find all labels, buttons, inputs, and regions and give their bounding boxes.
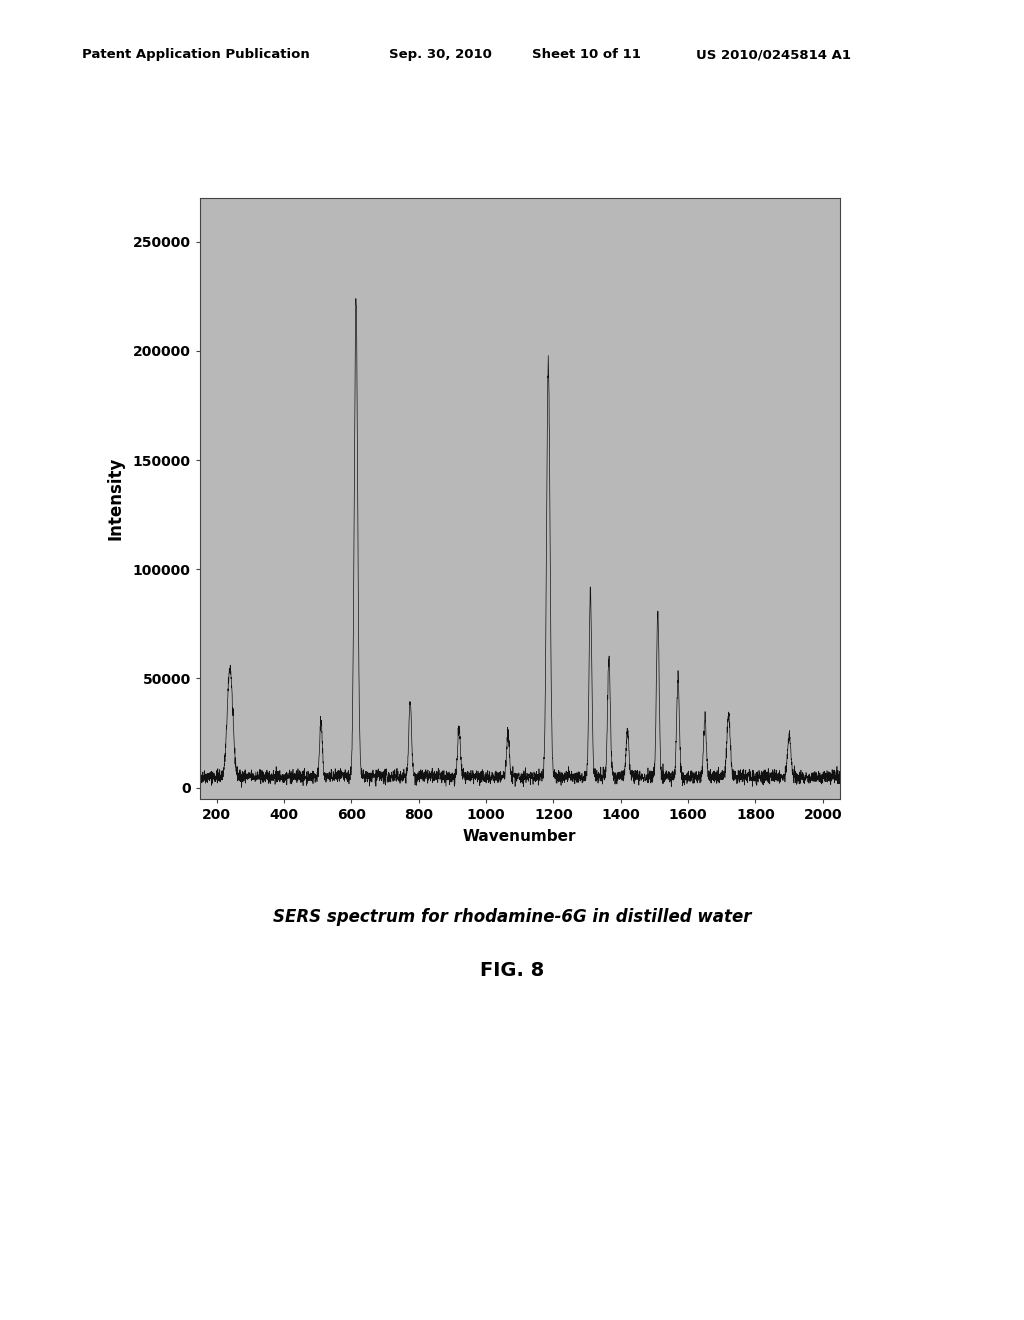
Text: Sep. 30, 2010: Sep. 30, 2010	[389, 48, 492, 61]
Text: US 2010/0245814 A1: US 2010/0245814 A1	[696, 48, 851, 61]
X-axis label: Wavenumber: Wavenumber	[463, 829, 577, 843]
Text: SERS spectrum for rhodamine-6G in distilled water: SERS spectrum for rhodamine-6G in distil…	[272, 908, 752, 927]
Y-axis label: Intensity: Intensity	[106, 457, 124, 540]
Text: FIG. 8: FIG. 8	[480, 961, 544, 979]
Text: Patent Application Publication: Patent Application Publication	[82, 48, 309, 61]
Text: Sheet 10 of 11: Sheet 10 of 11	[532, 48, 641, 61]
